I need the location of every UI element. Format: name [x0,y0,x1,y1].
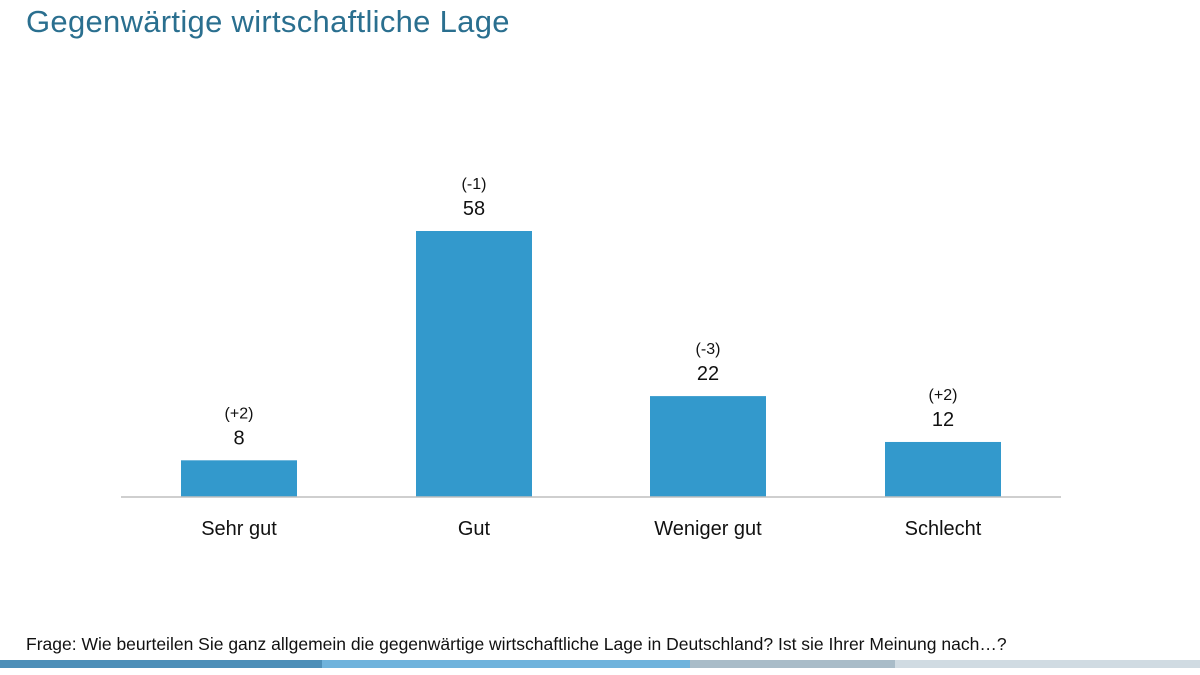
data-label: 22 [697,363,719,385]
category-tick-label: Sehr gut [201,518,277,540]
category-tick-label: Weniger gut [654,518,762,540]
bar-chart: 8 (+2) Sehr gut 58 (-1) Gut 22 (-3) Weniger gut 1… [121,176,1061,540]
bottom-bar-segment [322,660,690,668]
decorative-bottom-bar [0,660,1200,668]
category-tick-label: Schlecht [905,518,982,540]
data-label: 58 [463,198,485,220]
category-tick-label: Gut [458,518,491,540]
bar [181,460,297,497]
bar [650,396,766,497]
bar [885,441,1001,497]
bar [416,231,532,497]
data-label: 8 [233,427,244,449]
page-title: Gegenwärtige wirtschaftliche Lage [26,4,510,39]
bottom-bar-segment [0,660,322,668]
change-label: (+2) [929,387,958,404]
survey-question: Frage: Wie beurteilen Sie ganz allgemein… [26,634,1007,654]
bottom-bar-segment [895,660,1200,668]
data-label: 12 [932,409,954,431]
change-label: (-3) [696,341,721,358]
bottom-bar-segment [690,660,895,668]
change-label: (-1) [462,176,487,193]
change-label: (+2) [225,405,254,422]
